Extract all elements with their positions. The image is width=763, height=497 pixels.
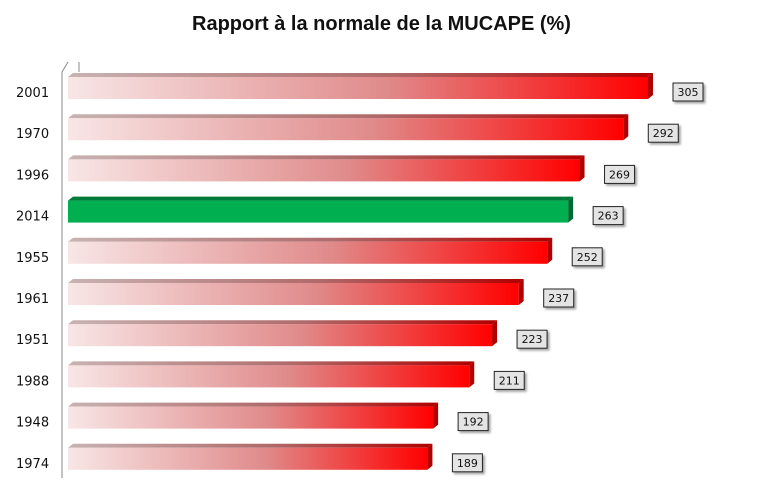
data-label-box <box>571 247 603 267</box>
bar-top-face <box>68 73 653 77</box>
bar-side-face <box>568 196 574 223</box>
data-label: 189 <box>457 457 478 470</box>
bar-side-face <box>518 279 524 305</box>
bar-1961 <box>68 283 519 305</box>
bar-1948 <box>68 406 434 429</box>
data-label-box <box>672 82 704 102</box>
data-label-box <box>451 453 483 473</box>
bar-top-face <box>68 237 553 242</box>
data-label-box <box>647 123 679 143</box>
bar-1951 <box>68 324 493 347</box>
data-label: 292 <box>653 127 674 140</box>
y-tick-label: 1988 <box>16 374 49 389</box>
data-label: 192 <box>463 416 484 429</box>
data-label-box <box>493 370 525 390</box>
y-tick-label: 2014 <box>16 210 49 225</box>
data-label: 223 <box>522 333 543 346</box>
y-tick-label: 1996 <box>16 168 49 183</box>
bar-top-face <box>68 443 433 448</box>
data-label-box <box>604 164 636 184</box>
y-tick-label: 1970 <box>16 127 49 142</box>
axis-wall <box>61 61 80 478</box>
bar-1955 <box>68 241 548 264</box>
data-label-box <box>592 206 624 226</box>
bar-top-face <box>68 196 574 201</box>
bar-1988 <box>68 365 470 388</box>
bar-top-face <box>68 155 585 160</box>
y-tick-label: 2001 <box>16 86 49 101</box>
bar-side-face <box>433 402 439 429</box>
data-label: 237 <box>548 292 569 305</box>
bar-top-face <box>68 361 475 366</box>
bar-2014 <box>68 200 569 223</box>
bar-side-face <box>469 361 475 388</box>
bar-1996 <box>68 159 580 182</box>
bar-side-face <box>623 114 629 141</box>
bar-side-face <box>648 73 653 99</box>
data-label-box <box>543 288 575 308</box>
bar-top-face <box>68 114 629 119</box>
data-label-box <box>516 329 548 349</box>
data-label-box <box>457 412 489 432</box>
y-tick-label: 1948 <box>16 416 49 431</box>
data-label: 305 <box>678 86 699 99</box>
bar-side-face <box>547 237 553 264</box>
y-tick-label: 1961 <box>16 292 49 307</box>
data-label: 252 <box>577 251 598 264</box>
data-label: 211 <box>499 374 520 387</box>
chart-title: Rapport à la normale de la MUCAPE (%) <box>192 13 571 35</box>
bar-2001 <box>68 77 648 99</box>
bar-side-face <box>427 443 433 470</box>
data-label: 263 <box>598 210 619 223</box>
bar-1974 <box>68 447 428 470</box>
y-tick-label: 1955 <box>16 251 49 266</box>
bar-side-face <box>492 320 498 347</box>
y-tick-label: 1951 <box>16 333 49 348</box>
bar-side-face <box>579 155 585 182</box>
bar-top-face <box>68 279 524 283</box>
data-label: 269 <box>609 168 630 181</box>
bar-top-face <box>68 320 498 325</box>
y-tick-label: 1974 <box>16 457 49 472</box>
bar-top-face <box>68 402 439 407</box>
bar-1970 <box>68 118 624 141</box>
